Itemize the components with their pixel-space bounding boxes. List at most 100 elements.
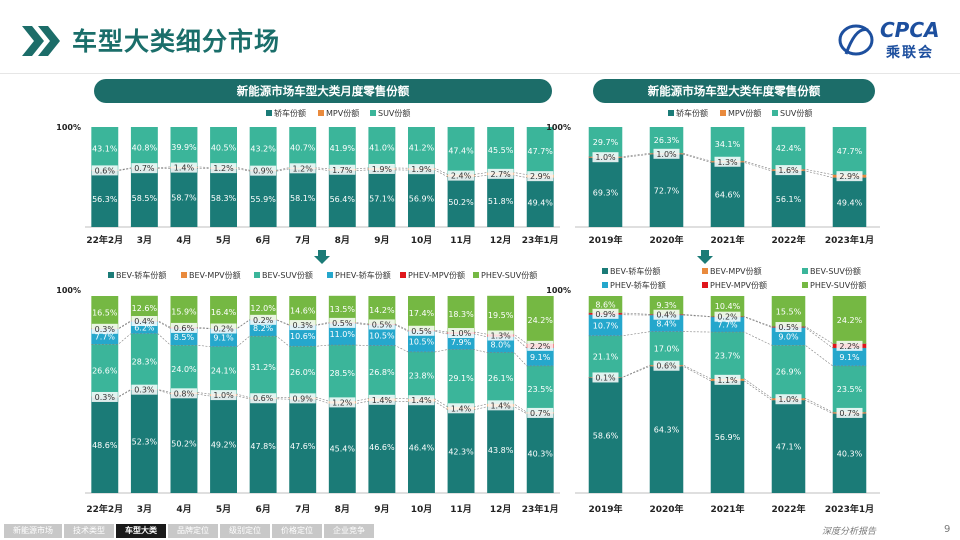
yearly_top-legend-label: SUV份额 xyxy=(780,108,812,118)
monthly_top-label-bg xyxy=(131,163,158,174)
monthly_top-legend-label: 轿车份额 xyxy=(274,108,306,118)
monthly_bottom-data-label: 23.5% xyxy=(527,385,553,394)
monthly_top-data-label: 0.6% xyxy=(95,166,116,175)
nav-item-company-competition[interactable]: 企业竞争 xyxy=(324,524,374,538)
monthly_bottom-bar-0 xyxy=(249,398,277,493)
monthly_top-data-label: 39.9% xyxy=(171,143,197,152)
yearly_top-data-label: 1.3% xyxy=(717,158,738,167)
monthly_bottom-legend-label: BEV-MPV份额 xyxy=(189,270,241,280)
yearly_top-bar-0 xyxy=(649,154,684,227)
monthly_top-connector-0 xyxy=(91,168,554,178)
nav-item-price-position[interactable]: 价格定位 xyxy=(272,524,322,538)
monthly_bottom-data-label: 16.5% xyxy=(92,308,118,317)
monthly_top-label-bg xyxy=(210,163,237,174)
monthly_top-x-tick-label: 3月 xyxy=(137,235,152,246)
monthly_top-data-label: 43.2% xyxy=(250,145,276,154)
yearly_bottom-legend-swatch xyxy=(602,268,608,274)
yearly_bottom-label-bg xyxy=(836,340,863,351)
monthly_top-label-bg xyxy=(368,163,395,174)
monthly_bottom-data-label: 0.3% xyxy=(134,386,155,395)
monthly_bottom-data-label: 47.8% xyxy=(250,442,276,451)
monthly_bottom-label-bg xyxy=(408,325,435,336)
monthly_top-label-bg xyxy=(448,170,475,181)
monthly_bottom-data-label: 31.2% xyxy=(250,363,276,372)
monthly_bottom-data-label: 26.6% xyxy=(92,366,118,375)
monthly_bottom-data-label: 42.3% xyxy=(448,447,474,456)
monthly_bottom-x-tick-label: 10月 xyxy=(411,504,433,515)
yearly_top-x-tick-label: 2019年 xyxy=(588,234,622,246)
monthly_top-legend-swatch xyxy=(318,110,324,116)
yearly_top-data-label: 1.6% xyxy=(778,166,799,175)
yearly_bottom-bar-0 xyxy=(832,413,867,493)
monthly_bottom-legend-swatch xyxy=(181,272,187,278)
monthly_top-bar-2 xyxy=(526,127,554,175)
monthly_bottom-bar-5 xyxy=(447,296,475,333)
monthly_top-data-label: 41.0% xyxy=(369,144,395,153)
monthly_bottom-bar-0 xyxy=(526,413,554,493)
monthly_bottom-data-label: 0.7% xyxy=(530,409,551,418)
yearly_top-bar-2 xyxy=(588,127,623,157)
monthly_top-data-label: 57.1% xyxy=(369,194,395,203)
yearly_bottom-data-label: 0.9% xyxy=(595,310,616,319)
monthly_bottom-data-label: 23.8% xyxy=(409,371,435,380)
yearly_top-data-label: 42.4% xyxy=(776,144,802,153)
yearly_bottom-legend-label: PHEV-轿车份额 xyxy=(610,280,666,290)
yearly_bottom-data-label: 9.3% xyxy=(656,301,677,310)
monthly_top-data-label: 2.4% xyxy=(451,172,472,181)
yearly_top-data-label: 72.7% xyxy=(654,187,680,196)
monthly_bottom-bar-0 xyxy=(170,394,198,493)
footer-nav: 新能源市场 技术类型 车型大类 品牌定位 级别定位 价格定位 企业竞争 xyxy=(4,524,376,538)
monthly_bottom-data-label: 14.2% xyxy=(369,306,395,315)
monthly_top-data-label: 56.3% xyxy=(92,195,118,204)
monthly_bottom-bar-2 xyxy=(447,349,475,407)
nav-item-level-position[interactable]: 级别定位 xyxy=(220,524,270,538)
monthly_top-data-label: 2.9% xyxy=(530,172,551,181)
yearly_bottom-bar-2 xyxy=(771,345,806,399)
monthly_top-legend-swatch xyxy=(370,110,376,116)
yearly_top-bar-0 xyxy=(588,157,623,227)
monthly_bottom-bar-0 xyxy=(130,389,158,493)
yearly_bottom-data-label: 56.9% xyxy=(715,433,741,442)
yearly_top-data-label: 29.7% xyxy=(593,138,619,147)
monthly_bottom-label-bg xyxy=(329,317,356,328)
monthly_bottom-bar-3 xyxy=(487,336,515,353)
monthly_bottom-data-label: 26.8% xyxy=(369,368,395,377)
monthly_bottom-data-label: 7.9% xyxy=(451,338,472,347)
yearly_top-bar-0 xyxy=(832,177,867,227)
yearly_top-label-bg xyxy=(592,152,619,163)
monthly_bottom-connector-1 xyxy=(91,389,554,413)
monthly_bottom-label-bg xyxy=(250,314,277,325)
monthly_bottom-legend-swatch xyxy=(400,272,406,278)
monthly_bottom-x-tick-label: 8月 xyxy=(335,504,350,515)
yearly_bottom-bar-2 xyxy=(710,332,745,379)
monthly_bottom-label-bg xyxy=(131,316,158,327)
yearly_bottom-data-label: 8.4% xyxy=(656,319,677,328)
monthly_bottom-bar-5 xyxy=(249,296,277,320)
monthly_bottom-x-tick-label: 6月 xyxy=(255,504,270,515)
logo-text-cn: 乘联会 xyxy=(886,45,934,61)
yearly_bottom-data-label: 26.9% xyxy=(776,368,802,377)
yearly_top-bar-2 xyxy=(710,127,745,162)
yearly_bottom-bar-2 xyxy=(588,335,623,378)
monthly_bottom-bar-3 xyxy=(289,325,317,347)
monthly_bottom-data-label: 0.8% xyxy=(174,389,195,398)
nav-item-nev-market[interactable]: 新能源市场 xyxy=(4,524,62,538)
monthly_bottom-connector-0 xyxy=(91,389,554,414)
monthly_top-legend-label: MPV份额 xyxy=(326,108,359,118)
monthly_top-bar-0 xyxy=(408,170,435,227)
nav-item-vehicle-class[interactable]: 车型大类 xyxy=(116,524,166,538)
yearly_bottom-bar-0 xyxy=(710,380,745,493)
yearly_top-data-label: 56.1% xyxy=(776,195,802,204)
nav-item-tech-type[interactable]: 技术类型 xyxy=(64,524,114,538)
monthly_top-x-tick-label: 4月 xyxy=(176,235,191,246)
nav-item-brand-position[interactable]: 品牌定位 xyxy=(168,524,218,538)
yearly_bottom-bar-3 xyxy=(588,314,623,336)
monthly_top-bar-2 xyxy=(289,127,317,168)
yearly_bottom-label-bg xyxy=(714,374,741,385)
monthly_bottom-connector-4 xyxy=(91,319,554,344)
monthly_top-x-tick-label: 23年1月 xyxy=(522,234,559,246)
monthly_bottom-data-label: 6.2% xyxy=(134,324,155,333)
monthly_bottom-data-label: 17.4% xyxy=(409,309,435,318)
monthly_top-data-label: 1.2% xyxy=(213,164,234,173)
monthly_bottom-x-tick-label: 5月 xyxy=(216,504,231,515)
